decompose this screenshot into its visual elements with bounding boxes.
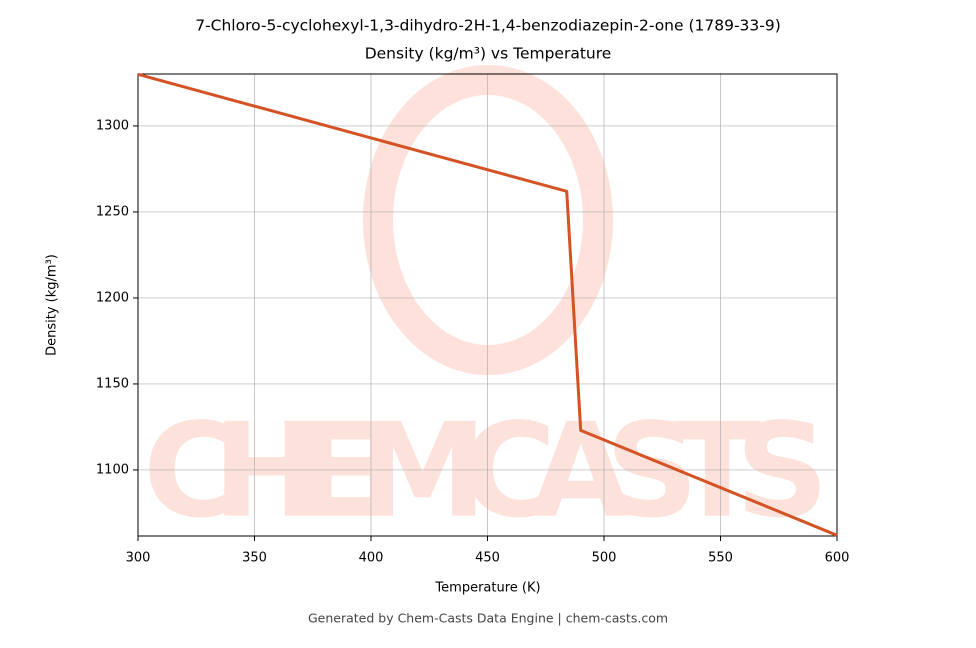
x-tick-label: 450 — [475, 551, 500, 566]
x-tick-label: 550 — [708, 551, 733, 566]
x-axis-label: Temperature (K) — [434, 581, 540, 596]
plot-frame — [137, 73, 838, 537]
y-tick-label: 1100 — [96, 462, 129, 477]
x-tick-label: 600 — [825, 551, 850, 566]
x-tick-label: 400 — [359, 551, 384, 566]
x-tick-label: 300 — [126, 551, 151, 566]
y-tick-label: 1300 — [96, 118, 129, 133]
y-tick-label: 1200 — [96, 290, 129, 305]
watermark-logo — [363, 65, 613, 375]
chart-subtitle: Density (kg/m³) vs Temperature — [365, 45, 612, 63]
caption: Generated by Chem-Casts Data Engine | ch… — [308, 611, 668, 626]
data-line — [137, 72, 838, 537]
x-tick-label: 350 — [242, 551, 267, 566]
x-tick-label: 500 — [592, 551, 617, 566]
watermark: CHEMCASTS — [143, 65, 833, 547]
y-tick-label: 1250 — [96, 204, 129, 219]
chart-title: 7-Chloro-5-cyclohexyl-1,3-dihydro-2H-1,4… — [195, 17, 781, 35]
y-tick-label: 1150 — [96, 376, 129, 391]
y-axis-label: Density (kg/m³) — [45, 254, 60, 356]
watermark-text: CHEMCASTS — [143, 395, 833, 547]
